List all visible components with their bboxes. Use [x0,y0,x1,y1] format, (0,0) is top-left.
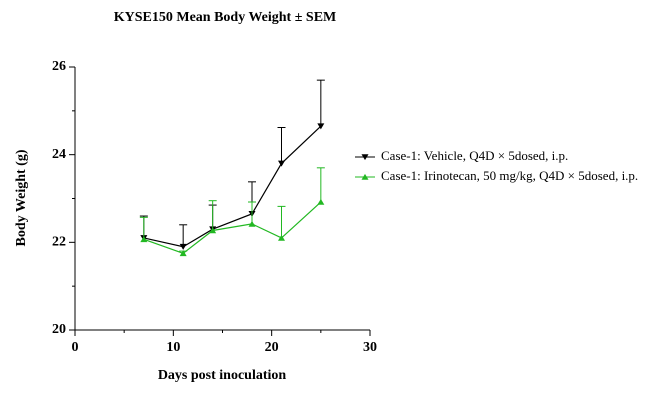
legend-marker [361,154,369,161]
y-tick-label: 24 [52,147,66,162]
legend-marker [361,173,369,180]
marker [179,250,187,257]
marker [317,198,325,205]
x-axis-label: Days post inoculation [158,368,287,383]
series-line [143,125,322,248]
x-tick-label: 0 [72,340,79,355]
legend-label: Case-1: Irinotecan, 50 mg/kg, Q4D × 5dos… [381,168,638,183]
x-tick-label: 10 [166,340,180,355]
series-line [143,201,322,254]
y-tick-label: 26 [52,59,66,74]
y-axis-label: Body Weight (g) [14,149,29,246]
y-tick-label: 20 [52,322,66,337]
x-tick-label: 30 [363,340,377,355]
x-tick-label: 20 [265,340,279,355]
marker [248,220,256,227]
y-tick-label: 22 [52,235,66,250]
marker [209,227,217,234]
marker [317,123,325,130]
marker [140,236,148,243]
marker [278,234,285,241]
chart-title: KYSE150 Mean Body Weight ± SEM [114,10,337,25]
marker [179,243,187,250]
marker [278,160,285,167]
legend-label: Case-1: Vehicle, Q4D × 5dosed, i.p. [381,148,568,163]
